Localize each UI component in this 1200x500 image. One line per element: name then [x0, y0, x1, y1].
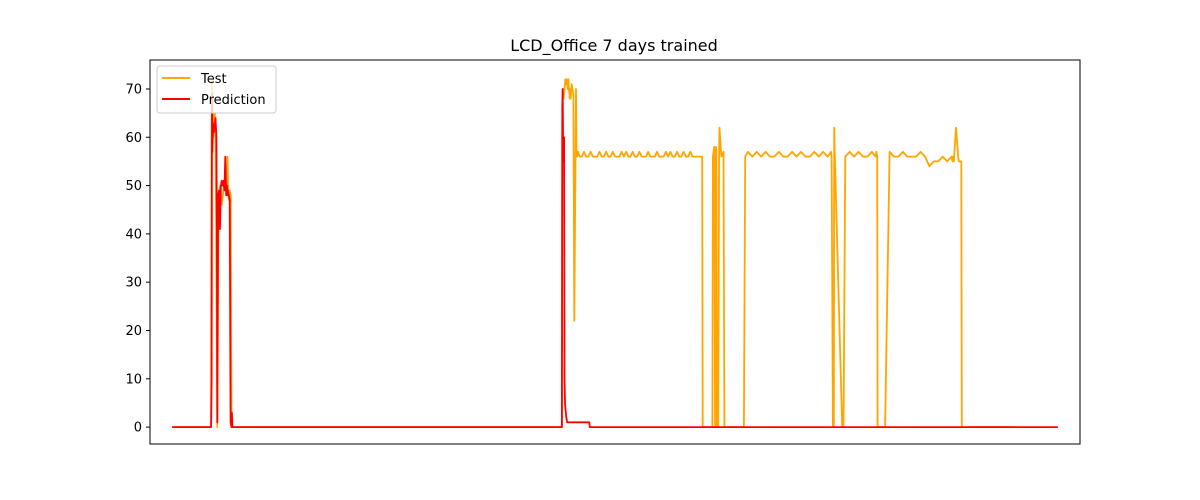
legend-label-prediction: Prediction — [201, 93, 266, 108]
legend-label-test: Test — [200, 72, 227, 87]
series-line-prediction — [172, 88, 1058, 429]
y-axis: 0 10 20 30 40 50 60 70 — [125, 82, 150, 436]
y-tick-label: 50 — [125, 179, 142, 194]
y-tick-label: 70 — [125, 82, 142, 97]
chart-title: LCD_Office 7 days trained — [510, 36, 718, 56]
y-tick-label: 40 — [125, 227, 142, 242]
y-tick-label: 0 — [134, 421, 142, 436]
legend: Test Prediction — [156, 65, 277, 114]
plot-frame — [149, 59, 1081, 445]
y-tick-label: 30 — [125, 276, 142, 291]
y-tick-label: 20 — [125, 324, 142, 339]
y-tick-label: 10 — [125, 372, 142, 387]
plot-area — [150, 60, 1080, 444]
y-tick-label: 60 — [125, 131, 142, 146]
series-layer — [172, 78, 1058, 429]
